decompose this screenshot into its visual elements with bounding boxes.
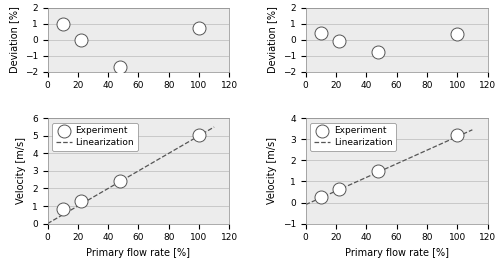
Y-axis label: Deviation [%]: Deviation [%] bbox=[9, 6, 19, 73]
Y-axis label: Velocity [m/s]: Velocity [m/s] bbox=[267, 137, 277, 204]
Experiment bbox=[335, 187, 343, 191]
Legend: Experiment, Linearization: Experiment, Linearization bbox=[52, 123, 138, 151]
Point bbox=[195, 26, 203, 30]
Point bbox=[116, 65, 124, 69]
X-axis label: Primary flow rate [%]: Primary flow rate [%] bbox=[86, 248, 190, 258]
Point bbox=[374, 50, 382, 54]
Point bbox=[58, 22, 66, 26]
Y-axis label: Velocity [m/s]: Velocity [m/s] bbox=[16, 137, 26, 204]
Experiment bbox=[58, 207, 66, 211]
Legend: Experiment, Linearization: Experiment, Linearization bbox=[310, 123, 396, 151]
X-axis label: Primary flow rate [%]: Primary flow rate [%] bbox=[344, 248, 449, 258]
Y-axis label: Deviation [%]: Deviation [%] bbox=[267, 6, 277, 73]
Experiment bbox=[317, 195, 325, 199]
Experiment bbox=[374, 169, 382, 173]
Point bbox=[453, 32, 461, 36]
Experiment bbox=[195, 133, 203, 137]
Experiment bbox=[116, 178, 124, 183]
Point bbox=[317, 30, 325, 35]
Point bbox=[77, 38, 85, 42]
Point bbox=[335, 38, 343, 43]
Experiment bbox=[453, 133, 461, 137]
Experiment bbox=[77, 199, 85, 203]
